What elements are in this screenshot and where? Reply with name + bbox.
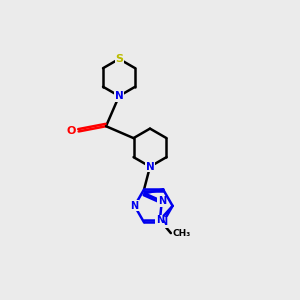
Text: S: S [115, 54, 123, 64]
Text: O: O [67, 127, 76, 136]
Text: N: N [156, 215, 164, 225]
Text: N: N [159, 218, 167, 227]
Text: N: N [158, 196, 166, 206]
Text: N: N [146, 162, 154, 172]
Text: CH₃: CH₃ [172, 229, 190, 238]
Text: N: N [115, 91, 124, 101]
Text: N: N [130, 201, 139, 211]
